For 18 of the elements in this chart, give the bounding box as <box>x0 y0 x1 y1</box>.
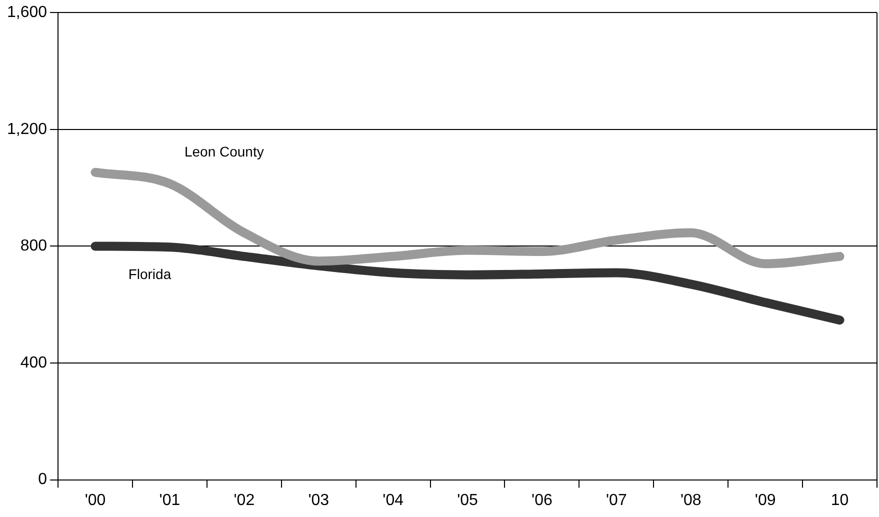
x-tick-label: '05 <box>457 492 478 509</box>
x-tick-label: 10 <box>830 492 849 509</box>
x-tick-label: '04 <box>382 492 404 509</box>
y-tick-label: 1,600 <box>6 4 48 22</box>
x-tick-label: '08 <box>680 492 702 509</box>
x-tick-label: '02 <box>234 492 255 509</box>
x-tick-label: '01 <box>159 492 180 509</box>
y-tick-label: 400 <box>20 354 48 372</box>
x-tick-label: '03 <box>308 492 330 509</box>
x-tick-label: '09 <box>754 492 776 509</box>
x-tick-label: '00 <box>84 492 106 509</box>
text: Leon County <box>184 144 264 160</box>
x-tick-label: '06 <box>532 492 552 509</box>
series-label: Florida <box>128 266 172 282</box>
x-tick-label: '07 <box>606 492 627 509</box>
y-tick-label: 800 <box>20 238 48 255</box>
y-tick-label: 0 <box>38 471 48 488</box>
y-tick-label: 1,200 <box>6 120 48 138</box>
